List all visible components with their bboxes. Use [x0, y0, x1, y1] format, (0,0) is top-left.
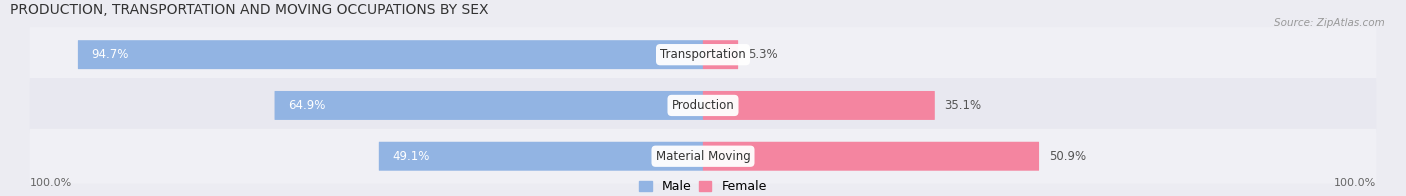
Legend: Male, Female: Male, Female — [640, 181, 766, 193]
FancyBboxPatch shape — [77, 40, 703, 69]
FancyBboxPatch shape — [703, 142, 1039, 171]
FancyBboxPatch shape — [274, 91, 703, 120]
FancyBboxPatch shape — [703, 91, 935, 120]
FancyBboxPatch shape — [30, 129, 1376, 184]
Text: Transportation: Transportation — [661, 48, 745, 61]
Text: Production: Production — [672, 99, 734, 112]
Text: 94.7%: 94.7% — [91, 48, 128, 61]
Text: Source: ZipAtlas.com: Source: ZipAtlas.com — [1274, 18, 1385, 28]
Text: 50.9%: 50.9% — [1049, 150, 1085, 163]
Text: 100.0%: 100.0% — [1334, 178, 1376, 188]
FancyBboxPatch shape — [703, 40, 738, 69]
FancyBboxPatch shape — [30, 78, 1376, 133]
Text: 35.1%: 35.1% — [945, 99, 981, 112]
FancyBboxPatch shape — [378, 142, 703, 171]
Text: 49.1%: 49.1% — [392, 150, 430, 163]
Text: 100.0%: 100.0% — [30, 178, 72, 188]
Text: PRODUCTION, TRANSPORTATION AND MOVING OCCUPATIONS BY SEX: PRODUCTION, TRANSPORTATION AND MOVING OC… — [10, 4, 489, 17]
Text: 5.3%: 5.3% — [748, 48, 778, 61]
FancyBboxPatch shape — [30, 27, 1376, 82]
Text: Material Moving: Material Moving — [655, 150, 751, 163]
Text: 64.9%: 64.9% — [288, 99, 325, 112]
